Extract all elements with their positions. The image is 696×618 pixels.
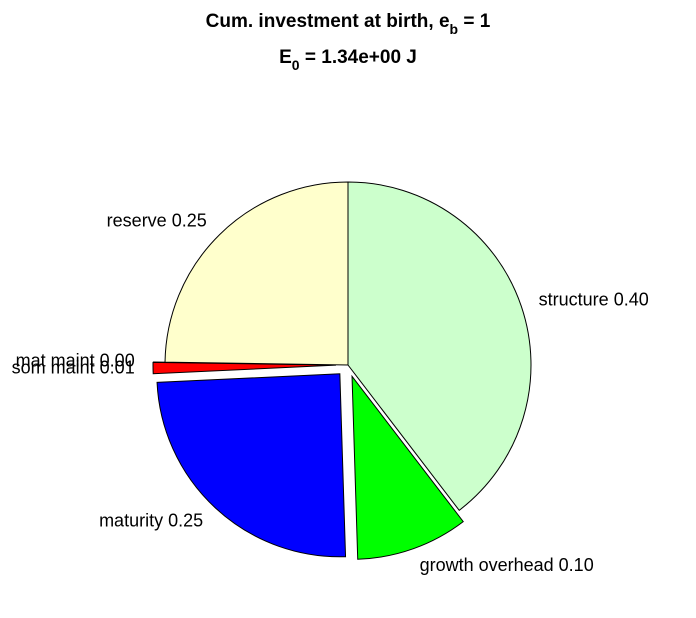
slice-label: som maint 0.01 xyxy=(12,357,135,377)
title-part: = 1.34e+00 J xyxy=(300,47,417,68)
slice-label: mat maint 0.00 xyxy=(16,350,135,370)
slice-name: growth overhead xyxy=(420,555,554,575)
slice-value: 0.10 xyxy=(559,555,594,575)
slice-value: 0.25 xyxy=(168,510,203,530)
pie-slice xyxy=(347,181,532,512)
slice-value: 0.40 xyxy=(614,289,649,309)
slice-name: reserve xyxy=(107,210,167,230)
slice-label: reserve 0.25 xyxy=(107,210,207,230)
pie-slice xyxy=(156,373,347,558)
chart-title: Cum. investment at birth, eb = 1 xyxy=(206,11,491,37)
slice-label: structure 0.40 xyxy=(539,289,649,309)
slice-name: som maint xyxy=(12,357,95,377)
slice-value: 0.00 xyxy=(100,350,135,370)
slice-value: 0.01 xyxy=(100,357,135,377)
title-part: Cum. investment at birth, e xyxy=(206,11,450,32)
slice-label: growth overhead 0.10 xyxy=(420,555,594,575)
title-part: E xyxy=(279,47,292,68)
pie-slice xyxy=(164,181,349,366)
chart-title: E0 = 1.34e+00 J xyxy=(279,47,417,73)
title-part: = 1 xyxy=(458,11,491,32)
pie-slice xyxy=(351,374,464,560)
slice-value: 0.25 xyxy=(172,210,207,230)
slice-name: maturity xyxy=(99,510,163,530)
title-subscript: b xyxy=(450,21,459,37)
slice-name: structure xyxy=(539,289,609,309)
slice-name: mat maint xyxy=(16,350,95,370)
title-subscript: 0 xyxy=(292,57,300,73)
slice-label: maturity 0.25 xyxy=(99,510,203,530)
